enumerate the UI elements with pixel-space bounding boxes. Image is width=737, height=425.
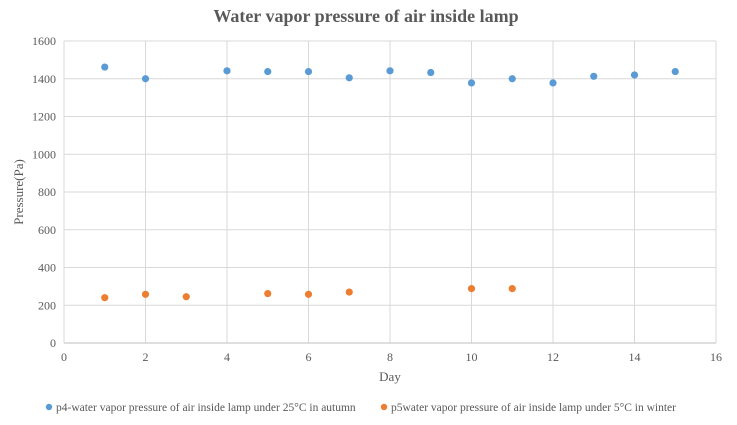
y-tick-label: 1400 xyxy=(32,72,56,86)
data-point-series-2 xyxy=(345,288,353,296)
data-point-series-1 xyxy=(101,63,109,71)
y-tick-label: 800 xyxy=(38,185,56,199)
data-point-series-1 xyxy=(386,67,394,75)
y-tick-label: 400 xyxy=(38,261,56,275)
data-point-series-1 xyxy=(141,75,150,83)
data-point-series-2 xyxy=(508,285,516,293)
legend: p4-water vapor pressure of air inside la… xyxy=(45,402,676,414)
axes: 0 200 400 600 800 1000 1200 1400 1600 0 2 4 6 8 10 12 14… xyxy=(32,34,722,364)
legend-label-series-2: p5water vapor pressure of air inside lam… xyxy=(391,402,676,414)
data-point-series-1 xyxy=(223,67,231,75)
y-axis-label: Pressure(Pa) xyxy=(11,159,26,225)
data-point-series-1 xyxy=(549,79,557,87)
data-point-series-1 xyxy=(304,67,313,76)
data-point-series-1 xyxy=(427,68,435,77)
x-tick-label: 10 xyxy=(466,350,478,364)
gridlines xyxy=(63,40,717,344)
data-point-series-1 xyxy=(467,79,476,87)
y-tick-label: 600 xyxy=(38,223,56,237)
data-point-series-1 xyxy=(508,75,516,83)
x-tick-label: 2 xyxy=(143,350,149,364)
legend-label-series-1: p4-water vapor pressure of air inside la… xyxy=(56,402,356,414)
legend-marker-series-2 xyxy=(380,403,388,411)
x-tick-label: 4 xyxy=(224,350,230,364)
y-tick-label: 200 xyxy=(38,298,56,312)
y-tick-label: 0 xyxy=(50,336,56,350)
y-tick-label: 1600 xyxy=(32,34,56,48)
x-axis-label: Day xyxy=(379,369,401,384)
legend-marker-series-1 xyxy=(45,403,53,411)
data-point-series-2 xyxy=(141,290,150,298)
data-point-series-2 xyxy=(182,293,190,301)
x-tick-label: 14 xyxy=(629,350,641,364)
y-tick-label: 1000 xyxy=(32,147,56,161)
data-point-series-2 xyxy=(264,289,272,298)
y-tick-label: 1200 xyxy=(32,110,56,124)
data-point-series-2 xyxy=(304,290,313,298)
data-point-series-2 xyxy=(467,285,476,293)
data-point-series-1 xyxy=(630,71,639,79)
chart-title: Water vapor pressure of air inside lamp xyxy=(213,6,518,26)
data-point-series-1 xyxy=(264,67,272,76)
x-tick-label: 8 xyxy=(387,350,393,364)
data-points xyxy=(101,63,679,302)
x-tick-label: 6 xyxy=(306,350,312,364)
x-tick-label: 16 xyxy=(710,350,722,364)
data-point-series-1 xyxy=(345,74,353,82)
data-point-series-2 xyxy=(101,294,109,302)
data-point-series-1 xyxy=(671,67,679,76)
x-tick-label: 0 xyxy=(61,350,67,364)
data-point-series-1 xyxy=(590,72,598,80)
x-tick-label: 12 xyxy=(547,350,559,364)
